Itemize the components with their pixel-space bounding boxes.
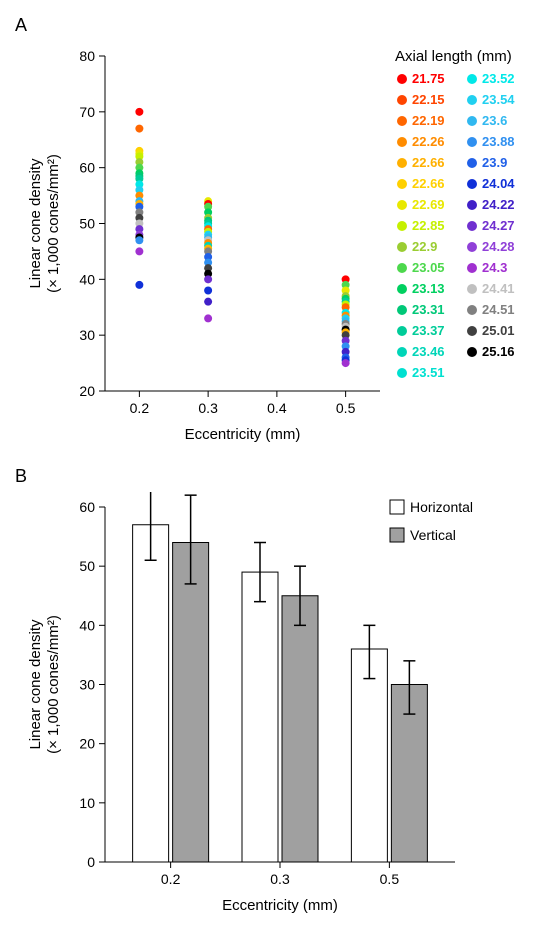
svg-text:23.51: 23.51	[412, 365, 445, 380]
svg-text:24.28: 24.28	[482, 239, 515, 254]
panel-a-label: A	[15, 15, 559, 36]
svg-text:70: 70	[79, 104, 95, 120]
svg-text:30: 30	[79, 327, 95, 343]
svg-text:22.66: 22.66	[412, 176, 445, 191]
bar	[282, 596, 318, 862]
svg-text:Linear cone density(× 1,000 co: Linear cone density(× 1,000 cones/mm²)	[27, 615, 62, 754]
svg-text:0.3: 0.3	[270, 871, 290, 887]
scatter-point	[135, 247, 143, 255]
scatter-point	[342, 359, 350, 367]
bar	[351, 649, 387, 862]
svg-text:24.04: 24.04	[482, 176, 515, 191]
svg-text:23.13: 23.13	[412, 281, 445, 296]
svg-text:0.5: 0.5	[380, 871, 400, 887]
svg-text:24.3: 24.3	[482, 260, 507, 275]
svg-text:Vertical: Vertical	[410, 527, 456, 543]
svg-text:23.05: 23.05	[412, 260, 445, 275]
svg-text:0.2: 0.2	[161, 871, 181, 887]
svg-text:22.69: 22.69	[412, 197, 445, 212]
scatter-point	[135, 236, 143, 244]
svg-text:20: 20	[79, 383, 95, 399]
svg-text:0.3: 0.3	[198, 400, 218, 416]
svg-text:60: 60	[79, 499, 95, 515]
scatter-point	[204, 275, 212, 283]
svg-text:30: 30	[79, 677, 95, 693]
svg-text:0.2: 0.2	[130, 400, 150, 416]
svg-text:60: 60	[79, 160, 95, 176]
svg-text:22.26: 22.26	[412, 134, 445, 149]
svg-text:23.9: 23.9	[482, 155, 507, 170]
scatter-point	[204, 314, 212, 322]
svg-text:22.66: 22.66	[412, 155, 445, 170]
svg-text:23.6: 23.6	[482, 113, 507, 128]
svg-text:80: 80	[79, 48, 95, 64]
svg-text:23.37: 23.37	[412, 323, 445, 338]
panel-b-chart: 0 10 20 30 40 50 60 Linear cone density(× 1,000…	[10, 492, 559, 922]
svg-text:0: 0	[87, 854, 95, 870]
svg-text:22.19: 22.19	[412, 113, 445, 128]
svg-text:23.46: 23.46	[412, 344, 445, 359]
svg-text:40: 40	[79, 617, 95, 633]
svg-text:22.9: 22.9	[412, 239, 437, 254]
svg-text:0.4: 0.4	[267, 400, 287, 416]
svg-text:25.01: 25.01	[482, 323, 515, 338]
svg-text:24.41: 24.41	[482, 281, 515, 296]
svg-text:24.22: 24.22	[482, 197, 515, 212]
svg-text:40: 40	[79, 271, 95, 287]
scatter-point	[135, 125, 143, 133]
svg-text:23.52: 23.52	[482, 71, 515, 86]
svg-text:22.85: 22.85	[412, 218, 445, 233]
scatter-point	[204, 287, 212, 295]
bar	[173, 543, 209, 863]
scatter-point	[135, 108, 143, 116]
svg-text:10: 10	[79, 795, 95, 811]
svg-text:0.5: 0.5	[336, 400, 356, 416]
panel-a-chart: 20 30 40 50 60 70 80 0.2 0.3 0.4 0.5 Linear cone de…	[10, 41, 559, 461]
svg-text:24.51: 24.51	[482, 302, 515, 317]
svg-text:22.15: 22.15	[412, 92, 445, 107]
legend-b: Horizontal Vertical	[390, 499, 473, 543]
panel-b-label: B	[15, 466, 559, 487]
svg-text:23.88: 23.88	[482, 134, 515, 149]
svg-text:23.54: 23.54	[482, 92, 515, 107]
svg-text:Eccentricity (mm): Eccentricity (mm)	[222, 897, 338, 914]
svg-text:25.16: 25.16	[482, 344, 515, 359]
svg-text:24.27: 24.27	[482, 218, 515, 233]
scatter-point	[135, 281, 143, 289]
svg-text:21.75: 21.75	[412, 71, 445, 86]
svg-text:Linear cone density(× 1,000 co: Linear cone density(× 1,000 cones/mm²)	[27, 154, 62, 293]
svg-text:50: 50	[79, 216, 95, 232]
svg-text:Axial length (mm): Axial length (mm)	[395, 48, 512, 65]
svg-text:20: 20	[79, 736, 95, 752]
scatter-point	[204, 298, 212, 306]
svg-text:Horizontal: Horizontal	[410, 499, 473, 515]
bar	[242, 572, 278, 862]
legend-a: Axial length (mm) 21.75 22.15 22.19 22.26 22.…	[395, 48, 515, 380]
svg-text:50: 50	[79, 558, 95, 574]
svg-text:23.31: 23.31	[412, 302, 445, 317]
bar	[133, 525, 169, 862]
svg-text:Eccentricity (mm): Eccentricity (mm)	[185, 426, 301, 443]
